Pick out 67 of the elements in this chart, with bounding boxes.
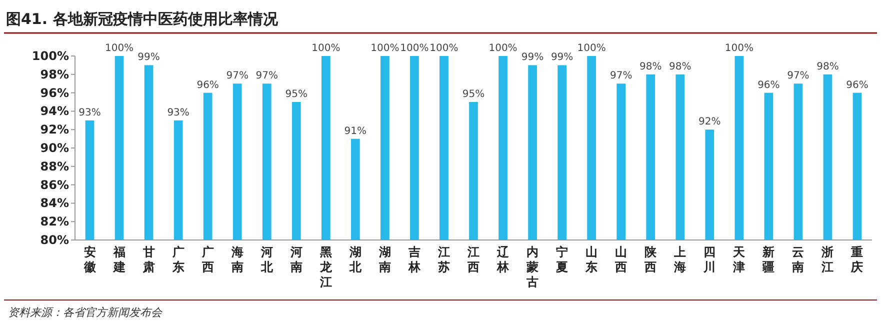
x-tick-label: 黑龙江 <box>318 245 333 289</box>
data-label: 96% <box>196 80 219 91</box>
data-label: 100% <box>400 43 429 54</box>
data-label: 98% <box>639 61 662 72</box>
x-tick-label: 山西 <box>614 245 628 274</box>
x-tick-label: 辽林 <box>496 245 510 274</box>
data-label: 100% <box>577 43 606 54</box>
data-label: 100% <box>312 43 340 54</box>
x-tick-label: 福建 <box>112 245 126 274</box>
data-label: 93% <box>78 107 101 118</box>
x-tick-label: 湖北 <box>348 245 362 274</box>
text: 资料来源：各省官方新闻发布会 <box>8 306 163 319</box>
x-tick-label: 江西 <box>466 245 480 274</box>
x-tick-label: 甘肃 <box>142 245 155 274</box>
data-label: 99% <box>138 52 160 64</box>
data-label: 96% <box>846 80 868 91</box>
x-tick-label: 上海 <box>673 245 686 274</box>
y-tick-label: 100% <box>32 49 69 63</box>
y-tick-label: 80% <box>40 233 69 247</box>
data-label: 97% <box>787 70 810 82</box>
y-tick-label: 86% <box>40 178 69 192</box>
y-tick-label: 90% <box>40 141 69 155</box>
data-label: 97% <box>256 70 278 82</box>
x-tick-label: 天津 <box>732 245 746 274</box>
data-label: 99% <box>521 52 544 64</box>
data-label: 95% <box>285 89 308 100</box>
x-tick-label: 新疆 <box>762 245 775 274</box>
y-tick-label: 94% <box>40 104 69 118</box>
data-label: 100% <box>430 43 458 54</box>
data-label: 100% <box>724 43 754 54</box>
x-tick-label: 四川 <box>702 245 716 274</box>
x-tick-label: 内蒙古 <box>526 245 539 289</box>
data-label: 97% <box>610 70 632 82</box>
data-label: 100% <box>104 43 134 54</box>
x-tick-label: 安徽 <box>82 245 97 274</box>
data-label: 92% <box>698 116 721 128</box>
x-tick-label: 浙江 <box>820 245 834 274</box>
x-tick-label: 河北 <box>260 245 274 274</box>
x-tick-label: 湖南 <box>378 245 391 274</box>
data-label: 96% <box>758 80 780 91</box>
data-label: 91% <box>344 126 367 137</box>
data-label: 100% <box>488 43 518 54</box>
x-tick-label: 宁夏 <box>555 245 568 274</box>
y-tick-label: 88% <box>40 159 69 174</box>
data-label: 100% <box>370 43 400 54</box>
data-label: 95% <box>462 89 485 100</box>
x-tick-label: 云南 <box>791 245 804 274</box>
y-tick-label: 92% <box>40 122 69 137</box>
data-label: 99% <box>550 52 574 64</box>
x-tick-label: 广西 <box>200 245 214 274</box>
x-tick-label: 海南 <box>230 245 244 274</box>
y-tick-label: 98% <box>40 67 69 82</box>
data-label: 98% <box>816 61 839 72</box>
chart-title: 图41. 各地新冠疫情中医药使用比率情况 <box>6 10 279 28</box>
x-tick-label: 吉林 <box>407 245 422 274</box>
x-tick-label: 陕西 <box>644 245 658 274</box>
x-tick-label: 重庆 <box>850 245 864 274</box>
x-tick-label: 山东 <box>584 245 598 274</box>
data-label: 93% <box>167 107 190 118</box>
y-tick-label: 96% <box>40 86 69 100</box>
x-tick-label: 河南 <box>289 245 302 274</box>
data-label: 97% <box>226 70 248 82</box>
x-tick-label: 江苏 <box>436 245 450 274</box>
y-tick-label: 82% <box>40 214 69 229</box>
x-tick-label: 广东 <box>171 245 184 274</box>
y-tick-label: 84% <box>40 196 69 210</box>
data-label: 98% <box>669 61 692 72</box>
